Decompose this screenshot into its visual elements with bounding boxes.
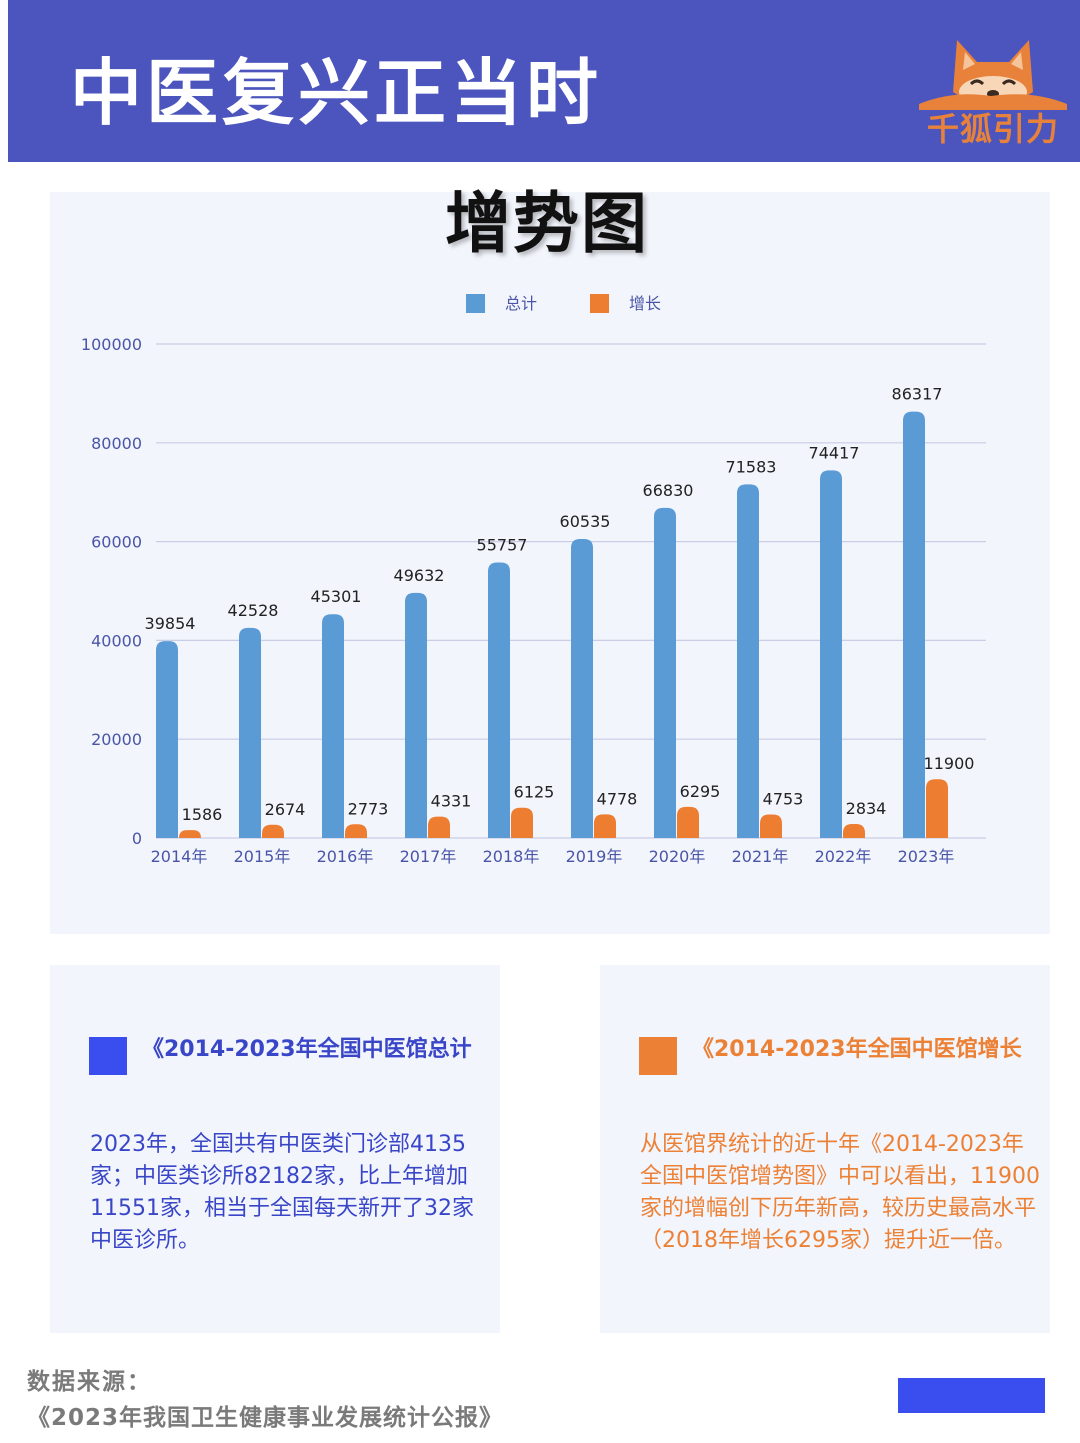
total-color-square (89, 1037, 127, 1075)
x-tick-label: 2019年 (566, 847, 623, 866)
growth-card-heading: 《2014-2023年全国中医馆增长 (692, 1037, 1022, 1062)
growth-data-label: 6295 (680, 782, 721, 801)
total-data-label: 49632 (394, 566, 445, 585)
total-bar (488, 562, 510, 838)
chart-title: 增势图 (445, 185, 649, 262)
total-data-label: 71583 (726, 457, 777, 476)
total-data-label: 45301 (311, 587, 362, 606)
growth-bar (926, 779, 948, 838)
total-bar (571, 538, 593, 838)
chart-panel: 0 20000 40000 60000 80000 100000 总计 增长 39854 1586… (50, 192, 1050, 934)
total-summary-card: 《2014-2023年全国中医馆总计 2023年，全国共有中医类门诊部4135家… (50, 965, 500, 1333)
y-tick-label: 40000 (91, 631, 142, 650)
total-bar (156, 641, 178, 838)
total-data-label: 39854 (145, 614, 196, 633)
x-tick-label: 2017年 (400, 847, 457, 866)
growth-bar (677, 806, 699, 838)
growth-summary-card: 《2014-2023年全国中医馆增长 从医馆界统计的近十年《2014-2023年… (600, 965, 1050, 1333)
growth-bar (345, 824, 367, 838)
total-bar (405, 592, 427, 838)
y-tick-label: 80000 (91, 434, 142, 453)
total-bar (737, 484, 759, 838)
growth-data-label: 2834 (846, 799, 887, 818)
total-data-label: 42528 (228, 601, 279, 620)
growth-bar (428, 816, 450, 838)
growth-data-label: 2674 (265, 800, 306, 819)
growth-data-label: 4778 (597, 789, 638, 808)
header-banner: 中医复兴正当时 千狐引力 (8, 0, 1080, 162)
logo-text: 千狐引力 (926, 110, 1059, 148)
x-tick-label: 2016年 (317, 847, 374, 866)
y-tick-label: 60000 (91, 533, 142, 552)
legend-label: 总计 (505, 294, 537, 313)
growth-color-square (639, 1037, 677, 1075)
y-tick-label: 100000 (81, 335, 142, 354)
x-tick-label: 2018年 (483, 847, 540, 866)
footer-accent-bar (898, 1378, 1045, 1413)
total-data-label: 86317 (892, 385, 943, 404)
legend-swatch (466, 294, 485, 313)
x-tick-label: 2014年 (151, 847, 208, 866)
total-bar (903, 411, 925, 838)
growth-bar (511, 807, 533, 838)
legend-label: 增长 (629, 294, 661, 313)
total-card-heading: 《2014-2023年全国中医馆总计 (142, 1037, 472, 1062)
growth-bar (594, 814, 616, 838)
total-data-label: 66830 (643, 481, 694, 500)
x-tick-label: 2015年 (234, 847, 291, 866)
growth-data-label: 4753 (763, 790, 804, 809)
page-title: 中医复兴正当时 (70, 51, 603, 135)
growth-data-label: 1586 (182, 805, 223, 824)
growth-bar (760, 814, 782, 838)
y-tick-label: 20000 (91, 730, 142, 749)
legend-swatch (590, 294, 609, 313)
growth-data-label: 2773 (348, 799, 389, 818)
x-tick-label: 2021年 (732, 847, 789, 866)
growth-data-label: 11900 (924, 754, 975, 773)
total-bar (239, 627, 261, 838)
x-tick-label: 2022年 (815, 847, 872, 866)
growth-data-label: 4331 (431, 792, 472, 811)
total-bar (654, 507, 676, 838)
total-card-body: 2023年，全国共有中医类门诊部4135家；中医类诊所82182家，比上年增加1… (90, 1132, 474, 1253)
total-bar (322, 614, 344, 838)
x-tick-label: 2023年 (898, 847, 955, 866)
source-label: 数据来源： (27, 1369, 152, 1395)
growth-bar (843, 824, 865, 838)
bar-chart: 0 20000 40000 60000 80000 100000 总计 增长 39854 1586… (81, 294, 986, 866)
total-data-label: 60535 (560, 512, 611, 531)
total-data-label: 74417 (809, 443, 860, 462)
growth-data-label: 6125 (514, 783, 555, 802)
x-tick-label: 2020年 (649, 847, 706, 866)
growth-card-body: 从医馆界统计的近十年《2014-2023年全国中医馆增势图》中可以看出，1190… (640, 1132, 1040, 1253)
total-data-label: 55757 (477, 536, 528, 555)
fox-icon (919, 40, 1067, 110)
logo: 千狐引力 (913, 30, 1073, 148)
y-tick-label: 0 (132, 829, 142, 848)
growth-bar (179, 830, 201, 838)
total-bar (820, 470, 842, 838)
growth-bar (262, 824, 284, 838)
source-text: 《2023年我国卫生健康事业发展统计公报》 (27, 1405, 504, 1431)
